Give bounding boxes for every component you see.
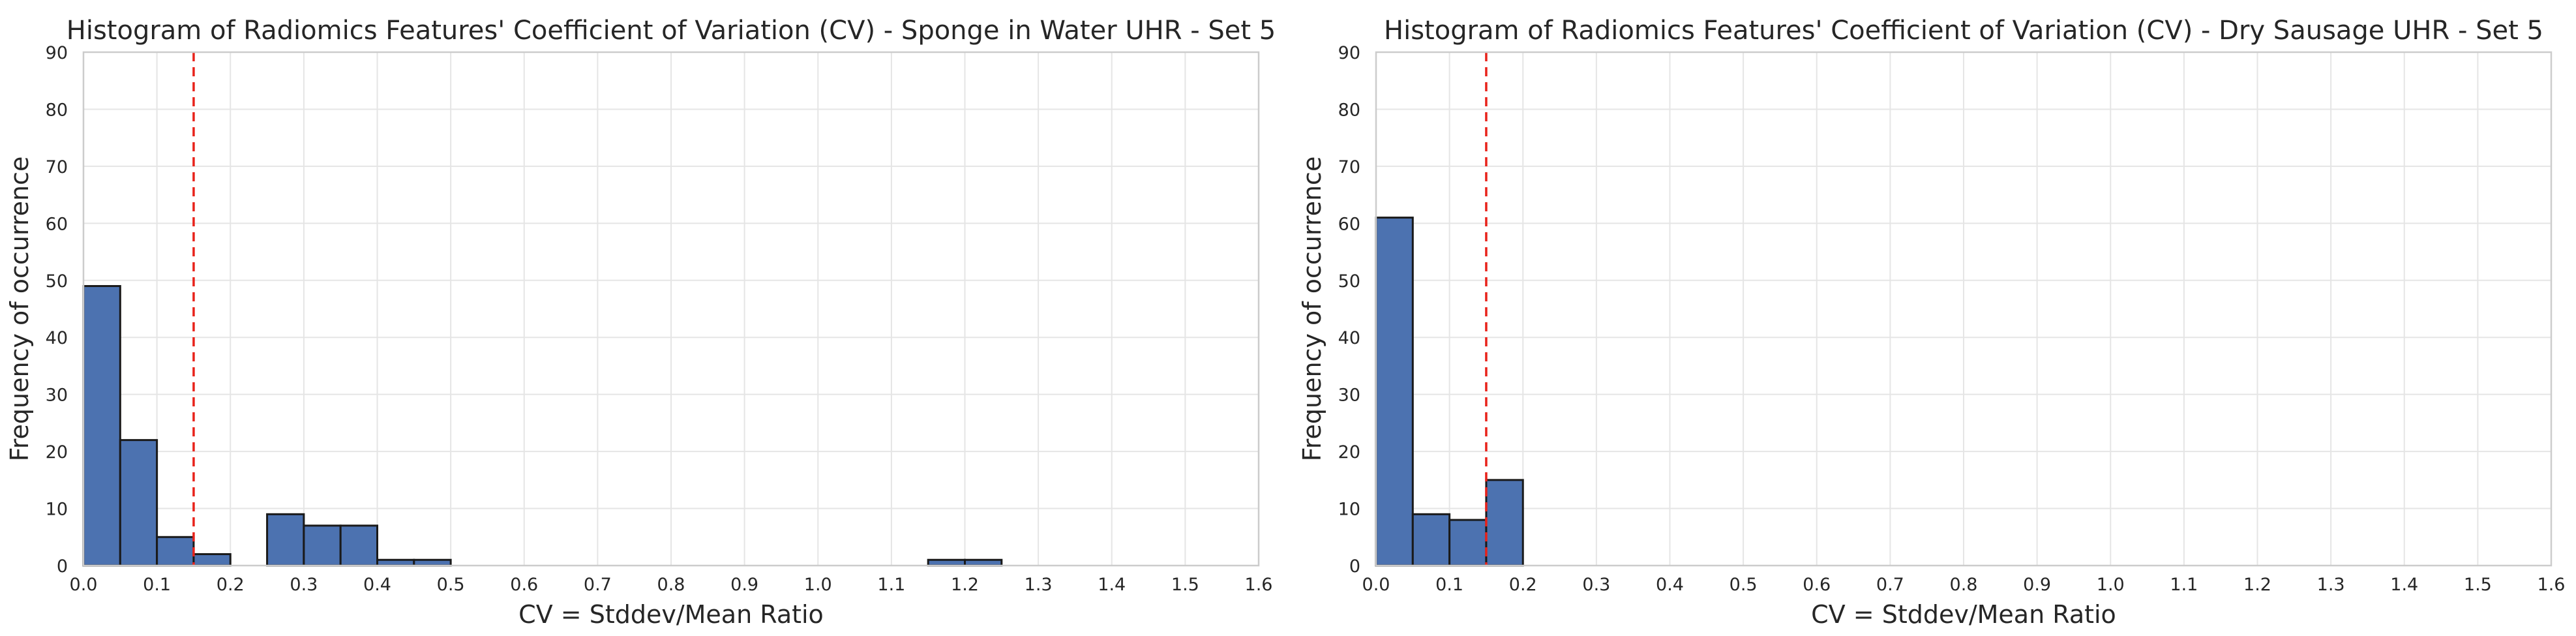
sponge-x-tick-label: 0.7 [584,575,612,595]
sausage-y-tick-label: 10 [1338,500,1360,520]
sausage-y-tick-label: 0 [1349,556,1360,577]
sponge-x-tick-label: 0.2 [217,575,245,595]
sponge-bar [964,558,1003,567]
sponge-x-tick-label: 0.5 [437,575,465,595]
sausage-y-tick-label: 50 [1338,271,1360,292]
sausage-bar [1411,513,1451,567]
sausage-x-tick-label: 1.3 [2317,575,2345,595]
sponge-y-tick-label: 40 [46,328,68,348]
sponge-bar [303,524,342,567]
sponge-x-tick-label: 1.0 [804,575,832,595]
sausage-x-tick-label: 0.4 [1656,575,1684,595]
sponge-bar [339,524,378,567]
sponge-bar [413,558,452,567]
sausage-chart-title: Histogram of Radiomics Features' Coeffic… [1384,16,2543,46]
sausage-y-tick-label: 70 [1338,157,1360,177]
sponge-x-tick-label: 0.0 [70,575,98,595]
sponge-bar [266,513,305,567]
sponge-x-tick-label: 0.6 [510,575,538,595]
sausage-x-axis-label: CV = Stddev/Mean Ratio [1811,600,2116,629]
sponge-x-tick-label: 1.5 [1171,575,1199,595]
sausage-x-tick-label: 0.0 [1362,575,1390,595]
sausage-x-tick-label: 0.3 [1582,575,1610,595]
sausage-bar [1375,217,1414,567]
sponge-bar [156,536,195,567]
sponge-x-tick-label: 1.3 [1025,575,1053,595]
sausage-chart: 0.0 0.1 0.2 0.3 0.4 0.5 0.6 0.7 0.8 0.9 1.0 1.1 1.2 1… [1298,16,2565,629]
sponge-bar [82,285,121,567]
sausage-y-tick-label: 30 [1338,386,1360,406]
sausage-y-tick-label: 80 [1338,100,1360,120]
sponge-plot-frame [82,51,1260,567]
sausage-x-tick-label: 1.2 [2243,575,2271,595]
sponge-y-tick-label: 30 [46,386,68,406]
sausage-x-tick-label: 0.5 [1730,575,1758,595]
sponge-x-tick-label: 1.2 [951,575,979,595]
sausage-x-tick-label: 0.8 [1950,575,1978,595]
sausage-x-tick-label: 1.1 [2170,575,2198,595]
sausage-x-tick-label: 0.7 [1876,575,1904,595]
sponge-bar [927,558,966,567]
sausage-y-tick-label: 90 [1338,43,1360,63]
sponge-y-tick-label: 60 [46,214,68,234]
sponge-chart: 0.0 0.1 0.2 0.3 0.4 0.5 0.6 0.7 0.8 0.9 1.0 1.1 1.2 1… [5,16,1276,629]
sausage-x-tick-label: 1.5 [2464,575,2492,595]
sausage-y-tick-label: 20 [1338,442,1360,462]
sponge-y-tick-label: 80 [46,100,68,120]
sponge-y-tick-label: 70 [46,157,68,177]
sausage-x-tick-label: 1.0 [2097,575,2125,595]
sausage-x-tick-label: 0.2 [1509,575,1537,595]
sponge-x-tick-label: 0.1 [143,575,171,595]
sponge-x-tick-label: 0.4 [363,575,391,595]
sponge-y-tick-label: 90 [46,43,68,63]
sausage-x-tick-label: 1.4 [2390,575,2418,595]
sponge-x-tick-label: 0.8 [657,575,685,595]
sponge-bar [119,439,158,567]
sponge-x-tick-label: 0.9 [730,575,758,595]
sponge-x-tick-label: 1.4 [1098,575,1126,595]
sponge-bar [376,558,415,567]
sponge-x-tick-label: 1.6 [1245,575,1273,595]
sponge-y-tick-label: 20 [46,442,68,462]
sponge-chart-title: Histogram of Radiomics Features' Coeffic… [67,16,1276,46]
sausage-x-tick-label: 0.6 [1803,575,1831,595]
sponge-y-tick-label: 0 [57,556,68,577]
sausage-plot-frame [1375,51,2553,567]
sponge-x-axis-label: CV = Stddev/Mean Ratio [518,600,824,629]
sponge-x-tick-label: 0.3 [290,575,318,595]
sponge-y-tick-label: 10 [46,500,68,520]
sausage-y-axis-label: Frequency of occurrence [1298,157,1326,462]
sponge-bar [192,553,232,567]
sausage-y-tick-label: 40 [1338,328,1360,348]
sausage-x-tick-label: 0.9 [2023,575,2051,595]
sponge-y-axis-label: Frequency of occurrence [5,157,34,462]
sponge-y-tick-label: 50 [46,271,68,292]
sausage-y-tick-label: 60 [1338,214,1360,234]
sponge-x-tick-label: 1.1 [877,575,905,595]
sausage-bar [1448,519,1488,567]
sausage-x-tick-label: 0.1 [1435,575,1463,595]
sausage-bar [1485,479,1524,567]
sausage-x-tick-label: 1.6 [2538,575,2566,595]
